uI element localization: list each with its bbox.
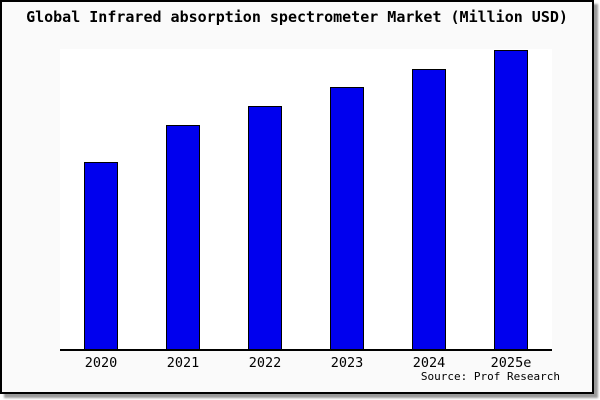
plot-area	[60, 49, 552, 351]
bar-2024	[412, 69, 446, 349]
chart-title: Global Infrared absorption spectrometer …	[26, 8, 568, 26]
x-tick-label-2023: 2023	[330, 355, 364, 371]
bar-2023	[330, 87, 364, 349]
x-tick-label-2021: 2021	[166, 355, 200, 371]
bar-2025e	[494, 50, 528, 349]
x-tick-label-2024: 2024	[412, 355, 446, 371]
bar-2020	[84, 161, 118, 349]
source-note: Source: Prof Research	[420, 370, 560, 383]
bar-2021	[166, 124, 200, 349]
chart-image: Global Infrared absorption spectrometer …	[0, 0, 594, 394]
x-tick-label-2020: 2020	[84, 355, 118, 371]
x-tick-label-2022: 2022	[248, 355, 282, 371]
bar-2022	[248, 106, 282, 349]
x-tick-label-2025e: 2025e	[490, 355, 532, 371]
